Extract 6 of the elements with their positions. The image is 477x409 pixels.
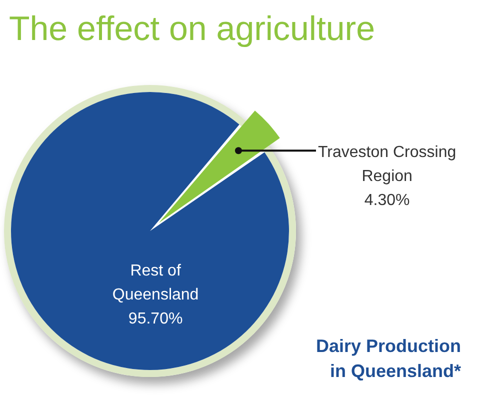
slice-label: Traveston Crossing Region [318,144,456,186]
text: Dairy Production in Queensland* [314,335,461,383]
slice-label: Rest of Queensland [112,262,199,304]
chart-title: The effect on agriculture [9,9,376,49]
data-label: 95.70% [128,310,183,328]
data-label: 4.30% [364,192,410,210]
